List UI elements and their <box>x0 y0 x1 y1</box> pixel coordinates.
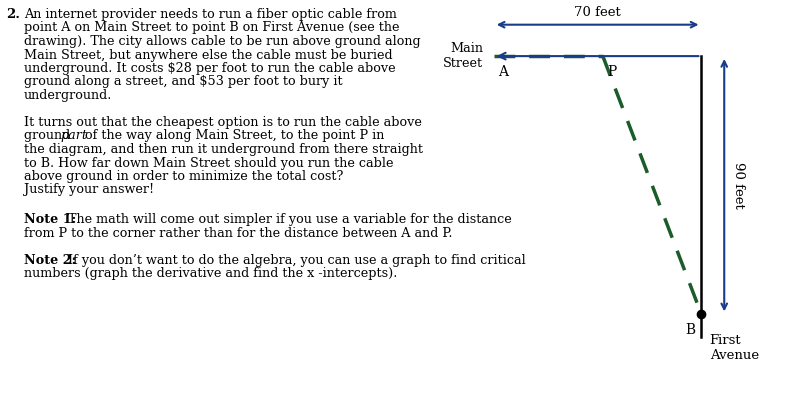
Text: from P to the corner rather than for the distance between A and P.: from P to the corner rather than for the… <box>24 227 453 240</box>
Text: drawing). The city allows cable to be run above ground along: drawing). The city allows cable to be ru… <box>24 35 421 48</box>
Text: Main
Street: Main Street <box>443 42 483 70</box>
Text: numbers (graph the derivative and find the x -intercepts).: numbers (graph the derivative and find t… <box>24 267 398 280</box>
Text: 70 feet: 70 feet <box>574 6 621 19</box>
Text: Justify your answer!: Justify your answer! <box>24 183 154 196</box>
Text: The math will come out simpler if you use a variable for the distance: The math will come out simpler if you us… <box>61 213 512 226</box>
Text: Main Street, but anywhere else the cable must be buried: Main Street, but anywhere else the cable… <box>24 48 393 61</box>
Text: the diagram, and then run it underground from there straight: the diagram, and then run it underground… <box>24 143 423 156</box>
Text: ground: ground <box>24 130 74 143</box>
Text: An internet provider needs to run a fiber optic cable from: An internet provider needs to run a fibe… <box>24 8 397 21</box>
Text: point A on Main Street to point B on First Avenue (see the: point A on Main Street to point B on Fir… <box>24 21 399 34</box>
Text: to B. How far down Main Street should you run the cable: to B. How far down Main Street should yo… <box>24 156 394 170</box>
Text: P: P <box>607 65 616 79</box>
Text: part: part <box>61 130 87 143</box>
Text: underground. It costs $28 per foot to run the cable above: underground. It costs $28 per foot to ru… <box>24 62 396 75</box>
Text: Note 1:: Note 1: <box>24 213 76 226</box>
Text: It turns out that the cheapest option is to run the cable above: It turns out that the cheapest option is… <box>24 116 422 129</box>
Text: If you don’t want to do the algebra, you can use a graph to find critical: If you don’t want to do the algebra, you… <box>61 254 526 267</box>
Text: First
Avenue: First Avenue <box>710 335 759 362</box>
Text: ground along a street, and $53 per foot to bury it: ground along a street, and $53 per foot … <box>24 76 342 88</box>
Text: above ground in order to minimize the total cost?: above ground in order to minimize the to… <box>24 170 343 183</box>
Text: Note 2:: Note 2: <box>24 254 76 267</box>
Text: underground.: underground. <box>24 89 112 102</box>
Text: 90 feet: 90 feet <box>732 162 746 208</box>
Text: 2.: 2. <box>6 8 20 21</box>
Text: of the way along Main Street, to the point P in: of the way along Main Street, to the poi… <box>82 130 385 143</box>
Text: B: B <box>685 323 695 337</box>
Text: A: A <box>498 65 508 79</box>
